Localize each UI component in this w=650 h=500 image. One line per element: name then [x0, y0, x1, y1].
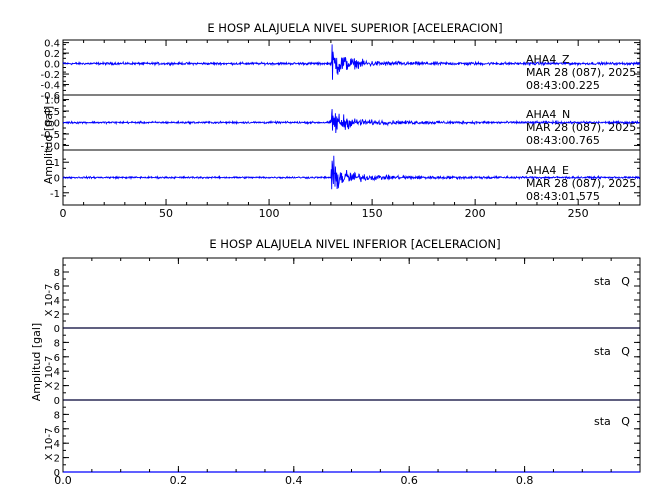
y-tick-label: 1.0: [44, 96, 60, 107]
time-label: 08:43:00.765: [526, 134, 600, 147]
station-label: AHA4: [526, 108, 556, 121]
scale-label: X 10-7: [44, 356, 55, 389]
y-tick-label: 8: [54, 410, 60, 421]
scale-label: X 10-7: [44, 428, 55, 461]
y-tick-label: -0.5: [40, 130, 60, 141]
station-label: AHA4: [526, 164, 556, 177]
y-tick-label: 2: [54, 310, 60, 321]
date-label: MAR 28 (087), 2025: [526, 121, 636, 134]
waveform-series: [62, 155, 641, 190]
channel-label: E: [562, 164, 569, 177]
chart-title: E HOSP ALAJUELA NIVEL SUPERIOR [ACELERAC…: [207, 21, 502, 35]
y-tick-label: 2: [54, 454, 60, 465]
y-tick-label: -1: [50, 189, 60, 200]
x-tick-label: 200: [465, 207, 486, 220]
y-tick-label: 6: [54, 353, 60, 364]
y-tick-label: 0: [54, 468, 60, 479]
y-tick-label: 0: [54, 174, 60, 185]
y-tick-label: 6: [54, 425, 60, 436]
chart-nivel-superior: E HOSP ALAJUELA NIVEL SUPERIOR [ACELERAC…: [42, 21, 636, 203]
x-tick-label: 0.2: [170, 474, 188, 487]
y-tick-label: 0.5: [44, 107, 60, 118]
time-label: 08:43:00.225: [526, 79, 600, 92]
y-tick-label: 4: [54, 439, 60, 450]
y-tick-label: 0.2: [44, 49, 60, 60]
y-tick-label: -1.0: [40, 141, 60, 152]
y-tick-label: 0: [54, 396, 60, 407]
x-tick-label: 150: [362, 207, 383, 220]
y-tick-label: -0.2: [40, 70, 60, 81]
y-tick-label: 0.4: [44, 39, 60, 50]
waveform-series: [62, 109, 641, 134]
x-tick-label: 0.8: [516, 474, 534, 487]
x-tick-label: 0.0: [54, 474, 72, 487]
channel-label: Z: [562, 53, 570, 66]
y-tick-label: -0.6: [40, 91, 60, 102]
y-axis-label: Amplitud [gal]: [30, 323, 43, 401]
y-tick-label: 0: [54, 324, 60, 335]
scale-label: X 10-7: [44, 284, 55, 317]
x-tick-label: 50: [159, 207, 173, 220]
y-tick-label: 8: [54, 268, 60, 279]
x-tick-label: 0.4: [285, 474, 303, 487]
station-label: sta Q: [594, 345, 630, 358]
x-tick-label: 250: [568, 207, 589, 220]
y-tick-label: 4: [54, 296, 60, 307]
y-tick-label: -0.4: [40, 81, 60, 92]
time-label: 08:43:01.575: [526, 190, 600, 203]
panel-z: AHA4 Z MAR 28 (087), 2025 08:43:00.225: [526, 53, 636, 92]
y-tick-label: 0.0: [44, 60, 60, 71]
panel-n: AHA4 N MAR 28 (087), 2025 08:43:00.765: [526, 108, 636, 147]
y-tick-label: 2: [54, 382, 60, 393]
station-label: sta Q: [594, 415, 630, 428]
x-tick-label: 0: [60, 207, 67, 220]
panel-frame: [62, 399, 641, 473]
panel-frame: [62, 327, 641, 401]
channel-label: N: [562, 108, 570, 121]
chart-nivel-inferior: E HOSP ALAJUELA NIVEL INFERIOR [ACELERAC…: [30, 237, 630, 460]
y-tick-label: 6: [54, 282, 60, 293]
y-tick-label: 0.0: [44, 119, 60, 130]
y-axis-label: Amplitud [gal]: [42, 106, 55, 184]
panel-e: AHA4 E MAR 28 (087), 2025 08:43:01.575: [526, 164, 636, 203]
x-tick-label: 0.6: [400, 474, 418, 487]
station-label: sta Q: [594, 275, 630, 288]
date-label: MAR 28 (087), 2025: [526, 66, 636, 79]
y-tick-label: 1: [54, 158, 60, 169]
chart-marks: 0.40.20.0-0.2-0.4-0.61.00.50.0-0.5-1.010…: [40, 39, 641, 487]
panel-frame: [62, 257, 641, 329]
y-tick-label: 4: [54, 367, 60, 378]
waveform-series: [62, 44, 641, 80]
x-tick-label: 100: [259, 207, 280, 220]
chart-title: E HOSP ALAJUELA NIVEL INFERIOR [ACELERAC…: [209, 237, 500, 251]
date-label: MAR 28 (087), 2025: [526, 177, 636, 190]
y-tick-label: 8: [54, 338, 60, 349]
